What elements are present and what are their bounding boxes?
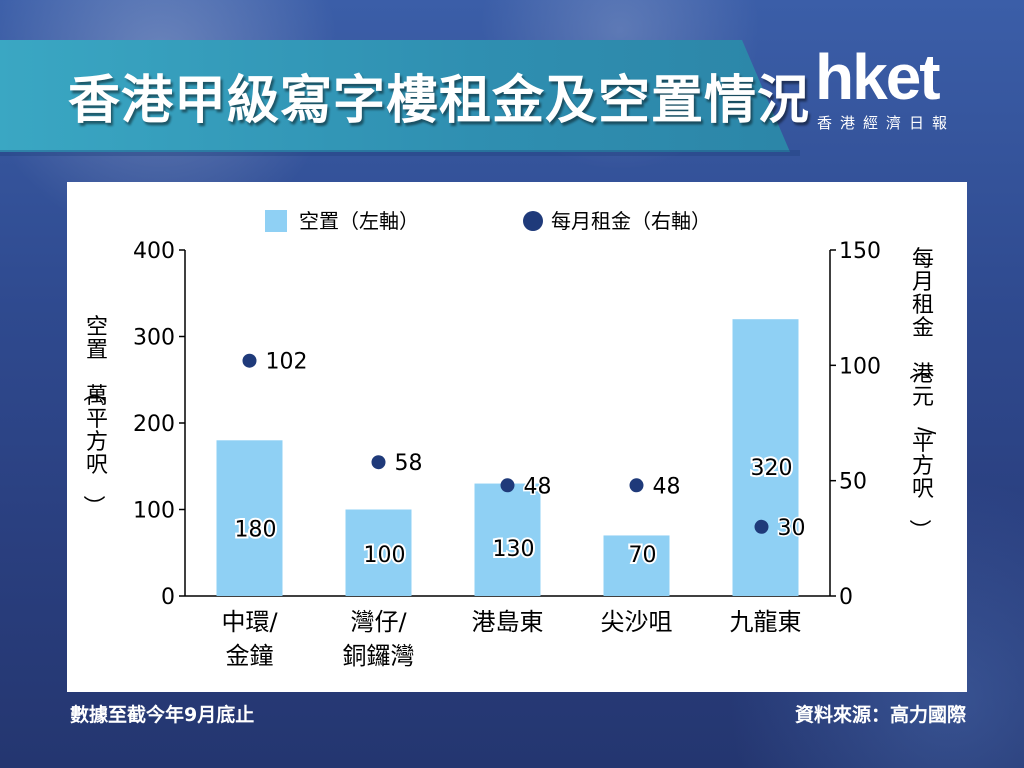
category-label: 九龍東	[730, 608, 802, 636]
bar-value-label: 130	[493, 537, 535, 562]
legend-dot-swatch	[523, 211, 543, 231]
combo-chart: 0 100 200 300 400 0 50 100 150 空置（萬平方呎） 每月租金（港元/平方…	[80, 209, 938, 670]
title-banner-shadow	[0, 150, 800, 156]
rent-value-label: 58	[395, 451, 423, 476]
rent-value-label: 102	[266, 350, 308, 375]
left-tick-label: 100	[133, 499, 175, 524]
left-tick-label: 400	[133, 239, 175, 264]
category-label: 銅鑼灣	[343, 642, 415, 670]
rent-value-label: 48	[524, 474, 552, 499]
rent-dot	[500, 478, 515, 493]
rent-value-label: 30	[778, 516, 806, 541]
left-tick-label: 200	[133, 412, 175, 437]
bar	[603, 535, 670, 596]
rent-dot	[242, 353, 257, 368]
rent-value-label: 48	[653, 474, 681, 499]
category-label: 中環/	[221, 608, 278, 636]
bar	[216, 440, 283, 596]
data-cutoff-note: 數據至截今年9月底止	[70, 704, 255, 726]
right-tick-label: 150	[839, 239, 881, 264]
left-tick-label: 300	[133, 326, 175, 351]
rent-dot	[371, 455, 386, 470]
category-label: 金鐘	[226, 642, 274, 670]
chart-panel: 0 100 200 300 400 0 50 100 150 空置（萬平方呎） 每月租金（港元/平方…	[67, 182, 967, 692]
category-label: 灣仔/	[350, 608, 407, 636]
bar	[345, 509, 412, 596]
data-source: 資料來源：高力國際	[794, 704, 966, 726]
bar-value-label: 320	[751, 456, 793, 481]
legend-bar-swatch	[265, 210, 287, 232]
left-axis-title: 空置（萬平方呎）	[80, 315, 108, 517]
right-tick-label: 50	[839, 470, 867, 495]
bar	[732, 319, 799, 596]
legend-bar-label: 空置（左軸）	[299, 209, 419, 233]
right-tick-label: 0	[839, 585, 853, 610]
left-tick-label: 0	[161, 585, 175, 610]
right-axis-title: 每月租金（港元/平方呎）	[906, 247, 938, 541]
category-label: 港島東	[472, 608, 544, 636]
bar-value-label: 70	[629, 543, 657, 568]
bar	[474, 483, 541, 596]
category-label: 尖沙咀	[601, 608, 673, 636]
rent-dot	[754, 519, 769, 534]
bar-value-label: 100	[364, 543, 406, 568]
bar-value-label: 180	[235, 517, 277, 542]
title-banner	[0, 40, 790, 152]
right-tick-label: 100	[839, 354, 881, 379]
hket-logo: hket 香港經濟日報	[815, 42, 995, 132]
logo-subtitle: 香港經濟日報	[817, 114, 956, 132]
legend-dot-label: 每月租金（右軸）	[551, 209, 711, 233]
rent-dot	[629, 478, 644, 493]
page-title: 香港甲級寫字樓租金及空置情況	[68, 71, 811, 131]
logo-wordmark: hket	[815, 41, 941, 113]
